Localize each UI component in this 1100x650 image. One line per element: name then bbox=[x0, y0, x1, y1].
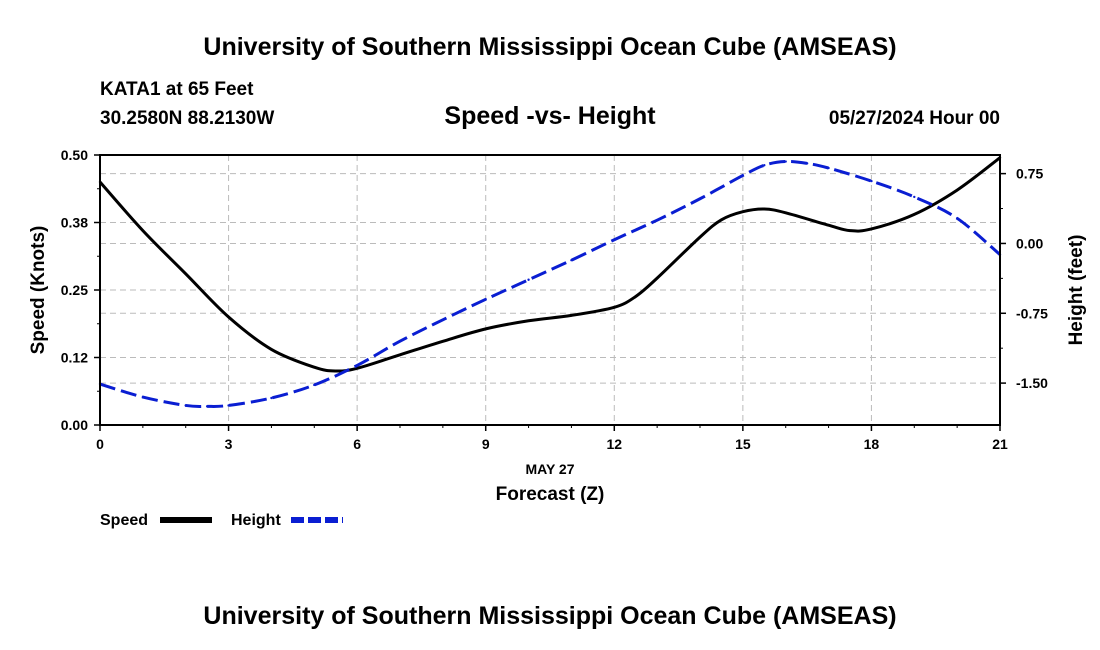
speed-data-point bbox=[827, 224, 830, 227]
height-data-point bbox=[441, 318, 445, 321]
speed-data-point bbox=[227, 315, 230, 319]
height-data-point bbox=[205, 405, 209, 408]
height-data-point bbox=[527, 278, 530, 281]
y2-tick-label: -0.75 bbox=[1016, 305, 1048, 321]
speed-data-point bbox=[655, 276, 659, 280]
x-tick-label: 6 bbox=[353, 436, 361, 452]
y-tick-label: 0.00 bbox=[61, 417, 88, 433]
speed-data-point bbox=[913, 213, 916, 216]
x-axis-date-label: MAY 27 bbox=[525, 461, 574, 477]
x-axis-label: Forecast (Z) bbox=[496, 484, 605, 505]
speed-data-point bbox=[848, 229, 852, 232]
speed-data-point bbox=[870, 227, 873, 231]
date-label: 05/27/2024 Hour 00 bbox=[829, 108, 1000, 129]
y2-tick-label: 0.00 bbox=[1016, 235, 1043, 251]
speed-data-point bbox=[784, 211, 787, 214]
speed-data-point bbox=[313, 366, 316, 369]
grid bbox=[100, 154, 1000, 425]
height-data-point bbox=[741, 174, 745, 177]
y2-tick-label: 0.75 bbox=[1016, 166, 1043, 182]
legend: Speed Height bbox=[100, 512, 343, 529]
x-tick-label: 21 bbox=[992, 436, 1008, 452]
height-data-point bbox=[570, 259, 573, 262]
speed-data-point bbox=[334, 369, 337, 373]
speed-data-point bbox=[741, 210, 745, 213]
height-data-point bbox=[270, 396, 273, 400]
speed-data-point bbox=[441, 340, 445, 343]
height-data-point bbox=[655, 218, 659, 222]
series-layer bbox=[98, 156, 1002, 408]
x-tick-label: 12 bbox=[606, 436, 622, 452]
height-data-point bbox=[313, 383, 316, 387]
speed-data-point bbox=[570, 314, 573, 317]
height-data-point bbox=[870, 179, 873, 183]
height-data-point bbox=[227, 404, 230, 407]
height-data-point bbox=[698, 197, 702, 200]
speed-data-point bbox=[355, 367, 359, 370]
x-tick-label: 15 bbox=[735, 436, 751, 452]
x-tick-label: 18 bbox=[864, 436, 880, 452]
y2-tick-label: -1.50 bbox=[1016, 375, 1048, 391]
legend-height-label: Height bbox=[231, 512, 281, 529]
chart-title: Speed -vs- Height bbox=[444, 102, 656, 130]
speed-data-point bbox=[484, 327, 487, 331]
speed-data-point bbox=[270, 348, 273, 351]
height-series-line bbox=[99, 159, 1001, 408]
y-tick-label: 0.12 bbox=[61, 350, 88, 366]
speed-series-line bbox=[98, 156, 1001, 373]
height-data-point bbox=[184, 404, 187, 407]
legend-speed-label: Speed bbox=[100, 512, 148, 529]
coordinates-label: 30.2580N 88.2130W bbox=[100, 108, 274, 129]
speed-data-point bbox=[184, 272, 187, 275]
height-data-point bbox=[913, 195, 916, 199]
y2-axis-label: Height (feet) bbox=[1066, 235, 1087, 346]
height-data-point bbox=[355, 364, 359, 367]
height-data-point bbox=[955, 217, 959, 220]
speed-data-point bbox=[141, 229, 145, 232]
y-tick-label: 0.38 bbox=[61, 215, 88, 231]
footer-title: University of Southern Mississippi Ocean… bbox=[203, 602, 896, 630]
x-tick-label: 0 bbox=[96, 436, 104, 452]
y-tick-label: 0.25 bbox=[61, 282, 88, 298]
speed-data-point bbox=[955, 188, 959, 192]
speed-data-point bbox=[634, 295, 637, 298]
page-title: University of Southern Mississippi Ocean… bbox=[203, 33, 896, 61]
height-data-point bbox=[827, 166, 830, 170]
speed-data-point bbox=[398, 353, 402, 356]
speed-data-point bbox=[763, 207, 766, 211]
height-data-point bbox=[805, 162, 809, 165]
height-data-point bbox=[398, 340, 402, 343]
x-tick-label: 9 bbox=[482, 436, 490, 452]
height-data-point bbox=[613, 238, 616, 241]
station-label: KATA1 at 65 Feet bbox=[100, 79, 254, 100]
speed-data-point bbox=[527, 319, 530, 322]
height-data-point bbox=[141, 395, 145, 399]
height-data-point bbox=[784, 160, 787, 163]
speed-data-point bbox=[698, 235, 702, 239]
axes: 0 3 6 9 12 15 18 21 0.00 0.12 0.25 0.38 0.50 -1.50 -0.… bbox=[61, 147, 1048, 452]
y-axis-label: Speed (Knots) bbox=[28, 226, 49, 355]
speed-data-point bbox=[613, 306, 616, 309]
height-data-point bbox=[763, 164, 766, 167]
x-tick-label: 3 bbox=[225, 436, 233, 452]
speed-data-point bbox=[720, 218, 723, 221]
height-data-point bbox=[484, 298, 487, 301]
y-tick-label: 0.50 bbox=[61, 147, 88, 163]
